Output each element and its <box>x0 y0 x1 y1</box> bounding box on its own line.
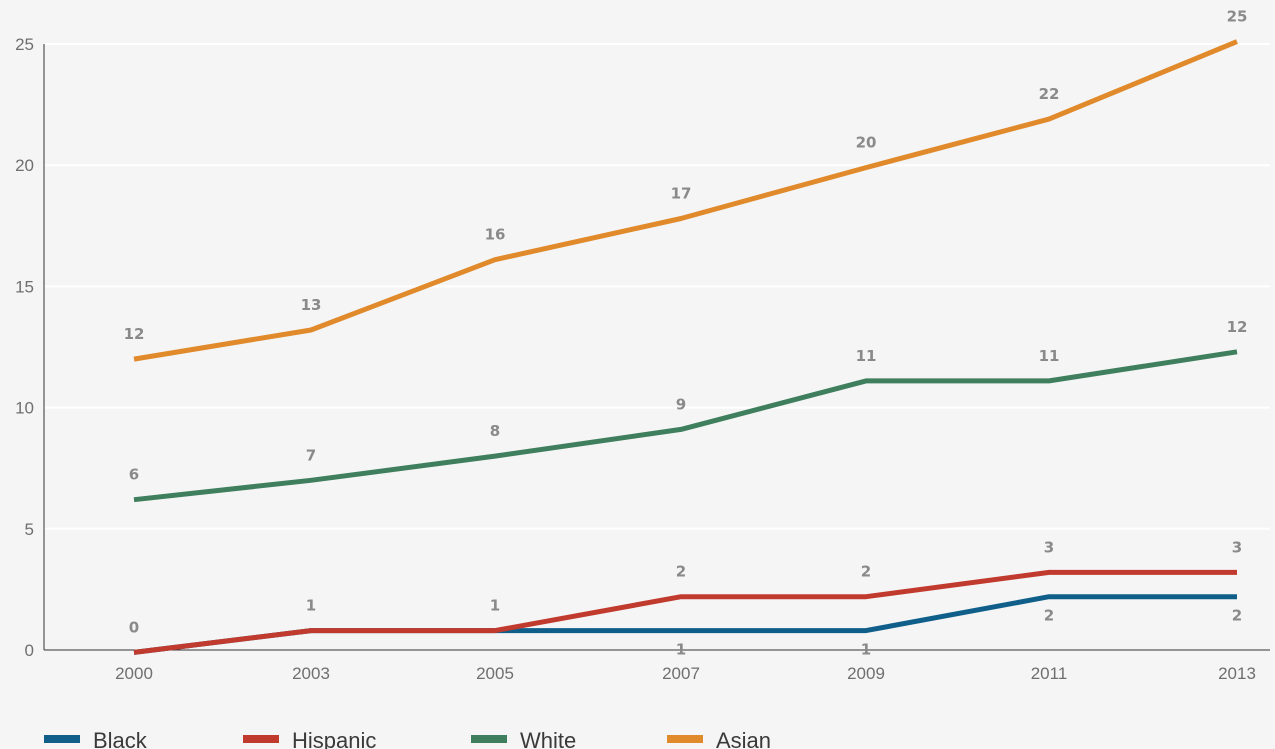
x-tick-label: 2003 <box>292 664 330 683</box>
legend-label-black: Black <box>93 728 148 749</box>
data-label-asian: 12 <box>124 325 145 343</box>
x-tick-label: 2005 <box>476 664 514 683</box>
data-label-black: 0 <box>129 618 139 636</box>
x-tick-label: 2011 <box>1031 664 1068 683</box>
data-label-asian: 22 <box>1039 85 1060 103</box>
data-label-hispanic: 3 <box>1232 538 1242 556</box>
data-label-hispanic: 2 <box>861 563 871 581</box>
data-label-white: 9 <box>676 395 686 413</box>
data-label-hispanic: 3 <box>1044 538 1054 556</box>
legend-swatch-hispanic <box>243 735 279 743</box>
y-tick-label: 15 <box>15 277 34 296</box>
data-label-asian: 16 <box>485 226 506 244</box>
data-label-asian: 17 <box>671 185 692 203</box>
data-label-black: 1 <box>861 641 871 659</box>
x-tick-label: 2000 <box>115 664 153 683</box>
data-label-black: 2 <box>1044 607 1054 625</box>
legend-label-asian: Asian <box>716 728 771 749</box>
data-label-hispanic: 1 <box>490 597 500 615</box>
data-label-white: 11 <box>1039 347 1060 365</box>
data-label-white: 11 <box>856 347 877 365</box>
y-tick-label: 0 <box>25 641 34 660</box>
y-tick-label: 20 <box>15 156 34 175</box>
series-line-asian <box>133 39 1238 362</box>
data-label-black: 2 <box>1232 607 1242 625</box>
series-line-hispanic <box>133 569 1237 655</box>
y-tick-label: 5 <box>25 520 34 539</box>
x-axis: 2000 2003 2005 2007 2009 2011 2013 <box>44 649 1270 683</box>
legend-swatch-asian <box>667 735 703 743</box>
data-label-white: 8 <box>490 422 500 440</box>
data-label-asian: 13 <box>301 296 322 314</box>
data-label-hispanic: 2 <box>676 563 686 581</box>
legend: Black Hispanic White Asian <box>44 728 771 749</box>
series-line-white <box>133 349 1238 503</box>
series-lines <box>133 39 1238 655</box>
legend-swatch-white <box>471 735 507 743</box>
x-tick-label: 2013 <box>1218 664 1256 683</box>
y-axis: 0 5 10 15 20 25 <box>15 35 45 660</box>
data-label-black: 1 <box>676 641 686 659</box>
data-label-white: 7 <box>306 446 316 464</box>
grid-lines <box>44 43 1270 530</box>
x-tick-label: 2007 <box>662 664 700 683</box>
legend-label-white: White <box>520 728 576 749</box>
data-label-white: 12 <box>1227 318 1248 336</box>
data-label-asian: 25 <box>1227 8 1248 26</box>
data-label-hispanic: 1 <box>306 597 316 615</box>
data-label-white: 6 <box>129 466 139 484</box>
data-label-asian: 20 <box>856 134 877 152</box>
legend-label-hispanic: Hispanic <box>292 728 376 749</box>
x-tick-label: 2009 <box>847 664 885 683</box>
y-tick-label: 25 <box>15 35 34 54</box>
y-tick-label: 10 <box>15 399 34 418</box>
legend-swatch-black <box>44 735 80 743</box>
